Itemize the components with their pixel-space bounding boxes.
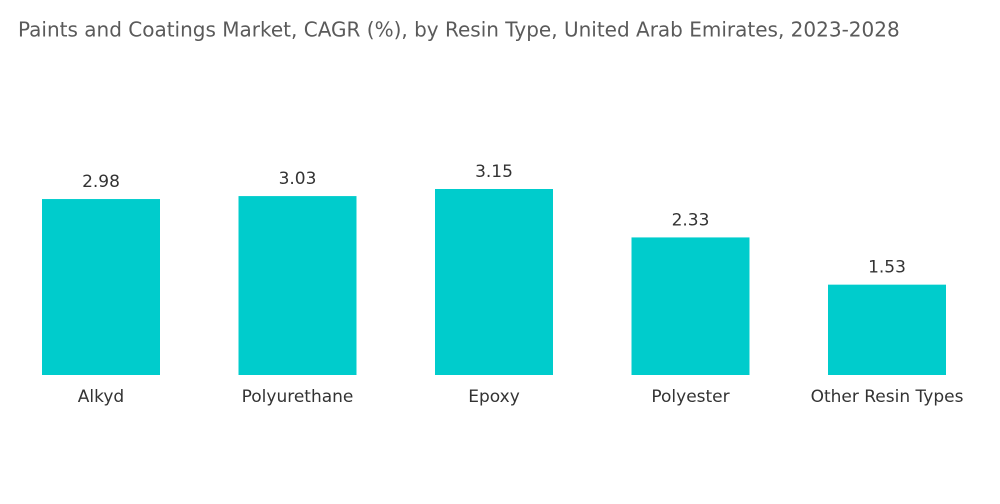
x-tick-label: Polyurethane bbox=[242, 387, 354, 407]
x-tick-label: Alkyd bbox=[78, 387, 124, 407]
value-label: 2.33 bbox=[672, 210, 710, 230]
bar bbox=[435, 189, 553, 375]
x-tick-label: Other Resin Types bbox=[811, 387, 964, 407]
x-tick-label: Polyester bbox=[651, 387, 729, 407]
value-label: 1.53 bbox=[868, 258, 906, 278]
bar bbox=[828, 284, 946, 375]
x-tick-label: Epoxy bbox=[468, 387, 520, 407]
chart-title: Paints and Coatings Market, CAGR (%), by… bbox=[18, 18, 900, 42]
value-label: 2.98 bbox=[82, 172, 120, 192]
value-label: 3.15 bbox=[475, 162, 513, 182]
value-label: 3.03 bbox=[279, 169, 317, 189]
bar bbox=[631, 237, 750, 375]
bar bbox=[42, 199, 160, 375]
bar bbox=[238, 196, 357, 375]
